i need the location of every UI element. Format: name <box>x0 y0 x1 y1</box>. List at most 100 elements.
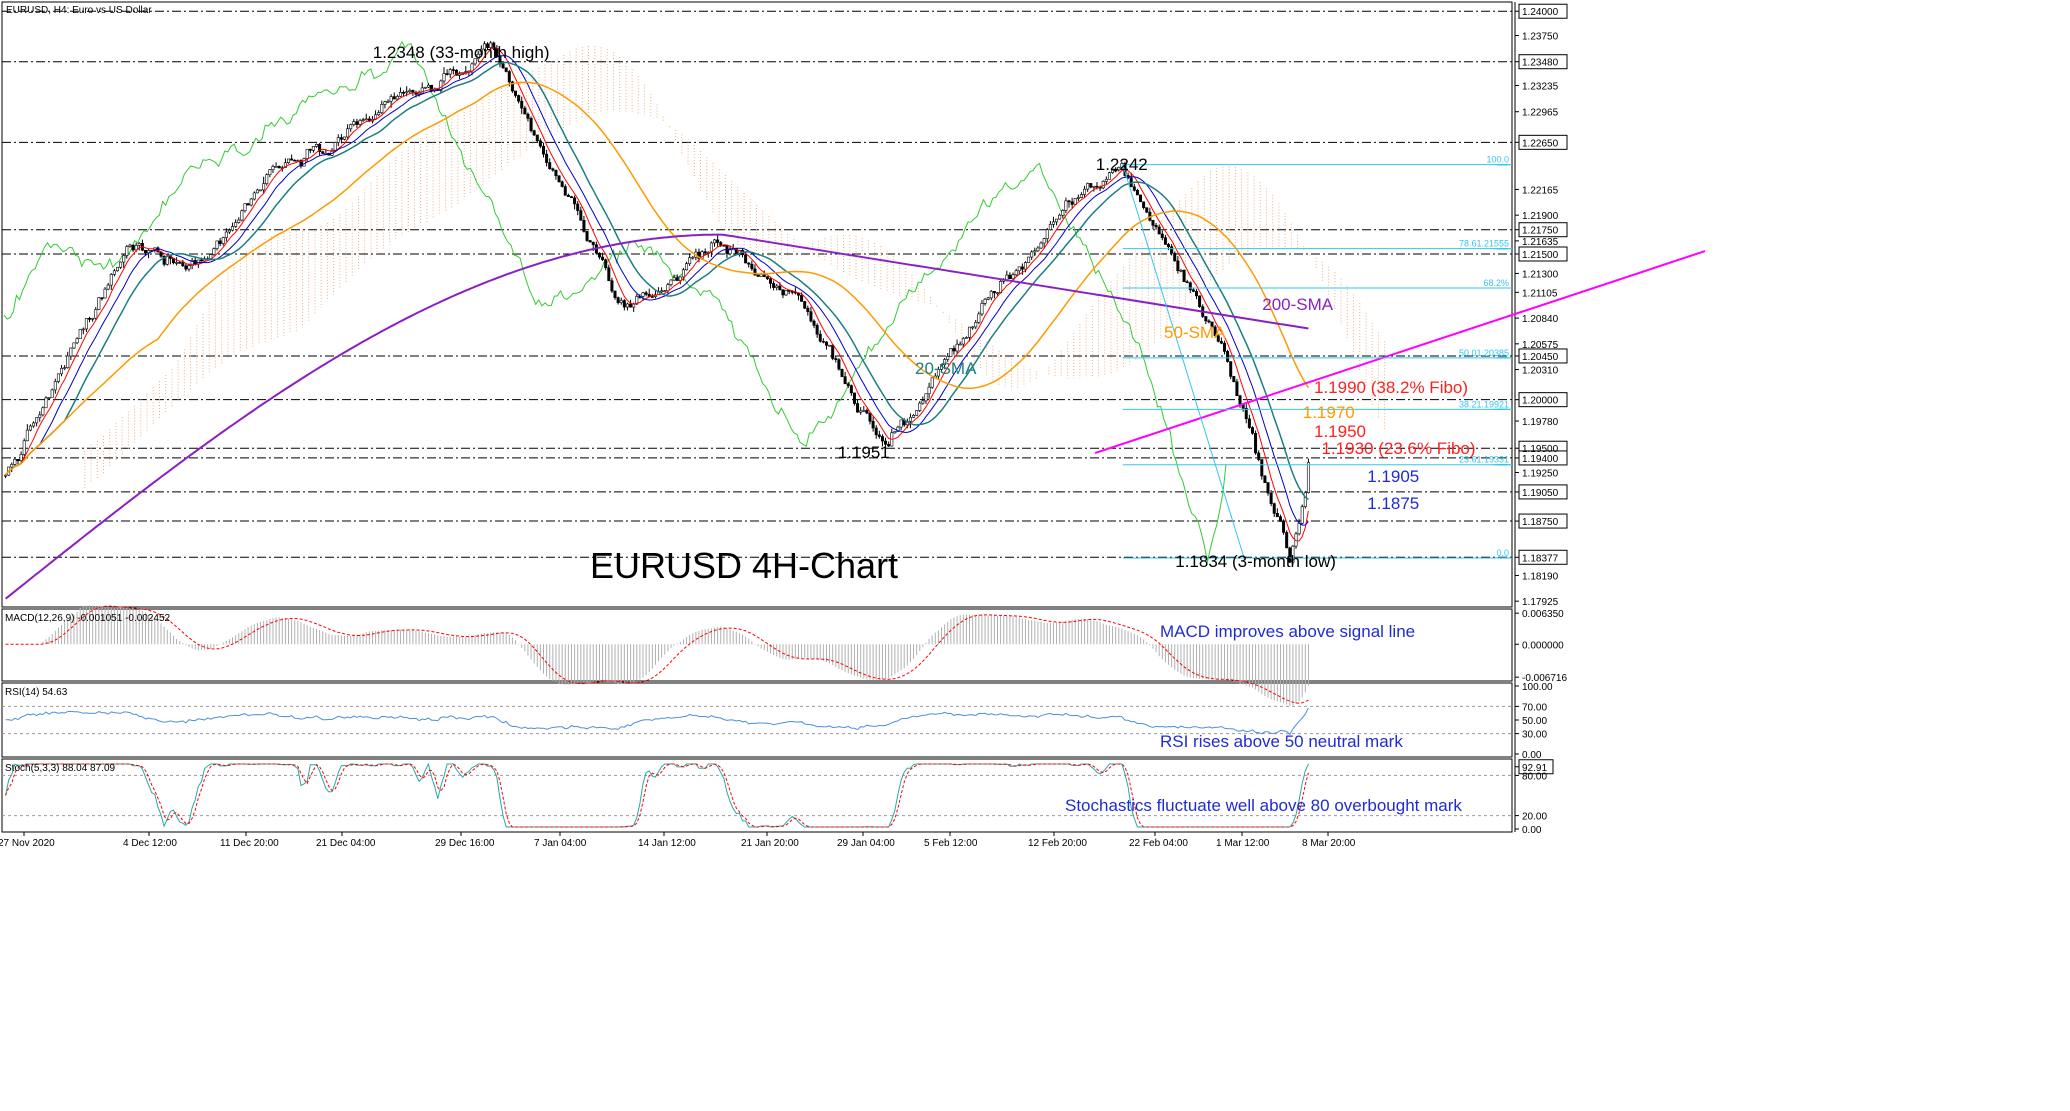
fib-level-label: 100.0 <box>1486 155 1509 165</box>
candle-body <box>41 407 45 416</box>
candle-body <box>486 43 490 48</box>
rsi-line <box>5 707 1309 736</box>
candle-body <box>78 329 82 340</box>
candle-body <box>66 355 70 368</box>
candle-body <box>1157 226 1161 235</box>
candle-body <box>420 87 424 94</box>
candle-body <box>131 244 135 251</box>
candle-body <box>908 416 912 422</box>
time-tick-label: 22 Feb 04:00 <box>1129 838 1188 849</box>
candle-body <box>604 259 608 269</box>
candle-body <box>961 338 965 345</box>
candle-body <box>1030 251 1034 258</box>
candle-body <box>992 291 996 294</box>
candle-body <box>781 289 785 296</box>
blue-line <box>5 55 1309 526</box>
candle-body <box>187 265 191 270</box>
candle-body <box>1176 260 1180 272</box>
candle-body <box>1008 274 1012 280</box>
chart-header-label: EURUSD, H4: Euro vs US Dollar <box>6 5 152 16</box>
candle-body <box>1092 185 1096 188</box>
time-tick-label: 27 Nov 2020 <box>0 838 55 849</box>
candle-body <box>719 242 723 246</box>
candle-body <box>94 309 98 319</box>
candle-body <box>821 340 825 343</box>
candle-body <box>607 267 611 281</box>
candle-body <box>1250 427 1254 434</box>
candle-body <box>576 203 580 211</box>
candle-body <box>893 431 897 434</box>
fib-level-label: 0.0 <box>1496 548 1509 558</box>
candle-body <box>1042 238 1046 244</box>
price-tick-label: 1.17925 <box>1522 597 1559 608</box>
candle-body <box>569 196 573 199</box>
candle-body <box>852 392 856 404</box>
candle-body <box>520 100 524 109</box>
candle-body <box>880 436 884 442</box>
candle-body <box>837 359 841 370</box>
candle-body <box>461 73 465 76</box>
price-tick-label: 1.22965 <box>1522 108 1559 119</box>
candle-body <box>971 326 975 329</box>
rsi-tick-label: 100.00 <box>1522 682 1553 693</box>
candle-body <box>871 420 875 429</box>
candle-body <box>884 440 888 445</box>
candle-body <box>342 136 346 140</box>
price-annotation: 1.1930 (23.6% Fibo) <box>1322 439 1476 458</box>
candle-body <box>554 169 558 177</box>
candle-body <box>290 158 294 161</box>
price-tick-label: 1.20450 <box>1522 352 1559 363</box>
candle-body <box>1163 237 1167 245</box>
candle-body <box>831 344 835 359</box>
candle-body <box>1272 503 1276 514</box>
candle-body <box>859 410 863 413</box>
candle-body <box>318 144 322 152</box>
candle-body <box>262 183 266 191</box>
candle-body <box>1073 198 1077 205</box>
candle-body <box>635 296 639 305</box>
candle-body <box>629 303 633 308</box>
candle-body <box>1266 482 1270 494</box>
candle-body <box>175 262 179 264</box>
macd-panel <box>1 608 1513 682</box>
time-tick-label: 4 Dec 12:00 <box>123 838 177 849</box>
price-annotation: 20-SMA <box>915 359 977 378</box>
candle-body <box>84 318 88 330</box>
price-tick-label: 1.23750 <box>1522 32 1559 43</box>
candle-body <box>240 210 244 221</box>
candle-body <box>681 269 685 278</box>
candle-body <box>1247 418 1251 428</box>
candle-body <box>224 231 228 238</box>
price-tick-label: 1.19400 <box>1522 454 1559 465</box>
candle-body <box>1210 321 1214 328</box>
rsi-tick-label: 30.00 <box>1522 730 1547 741</box>
candle-body <box>1173 252 1177 262</box>
time-tick-label: 5 Feb 12:00 <box>924 838 978 849</box>
candle-body <box>1170 246 1174 254</box>
candle-body <box>259 189 263 192</box>
price-tick-box <box>1518 450 1568 466</box>
price-tick-box <box>1518 246 1568 262</box>
candle-body <box>949 348 953 357</box>
candle-body <box>255 189 259 194</box>
candle-body <box>442 73 446 82</box>
candle-body <box>106 284 110 290</box>
candle-body <box>663 290 667 293</box>
candle-body <box>843 376 847 385</box>
candle-body <box>364 118 368 121</box>
candle-body <box>1051 221 1055 225</box>
fib-level-label: 68.2% <box>1483 278 1509 288</box>
candle-body <box>10 464 14 468</box>
candle-body <box>980 303 984 315</box>
candle-body <box>566 194 570 197</box>
candle-body <box>128 244 132 247</box>
candle-body <box>28 425 32 431</box>
candle-body <box>231 226 235 231</box>
candle-body <box>209 254 213 259</box>
candle-body <box>32 422 36 427</box>
candle-body <box>523 107 527 115</box>
candle-body <box>60 367 64 375</box>
candle-body <box>392 96 396 100</box>
candle-body <box>302 158 306 167</box>
